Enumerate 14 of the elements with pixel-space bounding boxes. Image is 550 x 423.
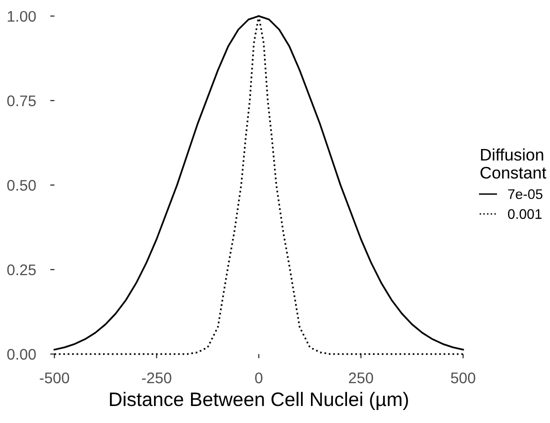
x-tick-label: 500 (450, 372, 476, 384)
legend-title: Diffusion Constant (480, 148, 546, 179)
legend-label: 7e-05 (508, 189, 542, 200)
x-axis-title: Distance Between Cell Nuclei (µm) (110, 392, 408, 410)
x-tick-label: -250 (142, 372, 172, 384)
legend-label: 0.001 (508, 209, 542, 219)
x-tick-label: 0 (255, 372, 262, 384)
y-tick-label: 0.25 (7, 264, 36, 276)
y-tick-label: 0.75 (7, 95, 36, 106)
x-tick-label: 250 (348, 372, 374, 384)
y-tick-label: 0.50 (7, 180, 36, 191)
y-tick-label: 0.00 (7, 348, 36, 360)
y-tick-label: 1.00 (8, 10, 36, 22)
x-tick-label: -500 (40, 372, 70, 384)
